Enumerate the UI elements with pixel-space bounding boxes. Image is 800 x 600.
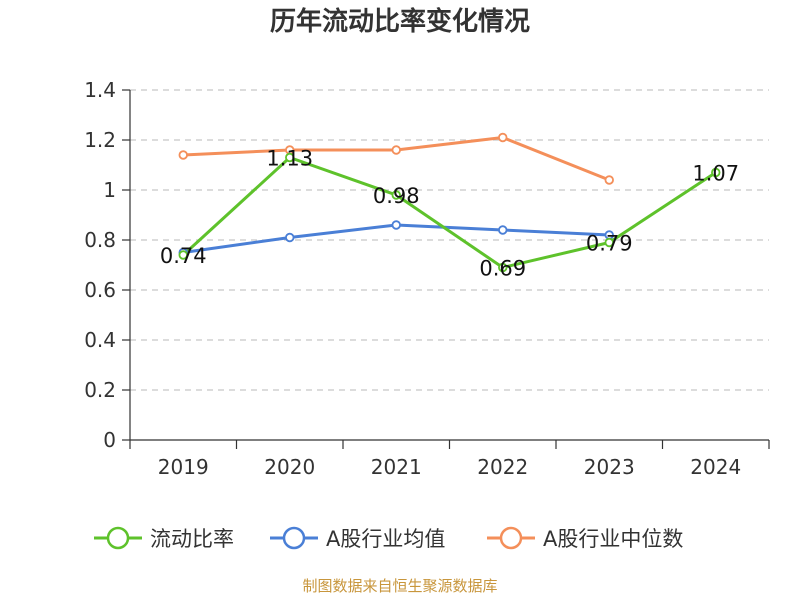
legend-item-current-ratio[interactable]: 流动比率: [94, 518, 234, 558]
legend-item-industry-median[interactable]: A股行业中位数: [487, 518, 683, 558]
data-label-2019: 0.74: [160, 244, 207, 268]
point-s0-2021: [391, 190, 401, 200]
legend-label-industry-mean: A股行业均值: [326, 527, 446, 551]
legend-marker-current-ratio: [106, 526, 130, 550]
tick-label-y-1: 0.2: [84, 378, 116, 402]
data-label-2022: 0.69: [479, 257, 526, 281]
legend-swatch-industry-mean: [270, 526, 318, 550]
tick-label-y-6: 1.2: [84, 128, 116, 152]
point-s2-2021: [391, 145, 401, 155]
tick-label-x-2022: 2022: [477, 455, 528, 479]
legend-label-current-ratio: 流动比率: [150, 527, 234, 551]
tick-label-y-2: 0.4: [84, 328, 116, 352]
point-s2-2022: [498, 132, 508, 143]
data-label-2024: 1.07: [692, 162, 739, 186]
data-label-2023: 0.79: [586, 232, 633, 256]
source-note: 制图数据来自恒生聚源数据库: [302, 577, 498, 595]
data-label-2021: 0.98: [373, 184, 420, 208]
legend-swatch-current-ratio: [94, 526, 142, 550]
point-s0-2019: [178, 250, 188, 260]
tick-label-y-0: 0: [103, 428, 116, 452]
tick-label-x-2023: 2023: [584, 455, 635, 479]
point-s2-2019: [178, 150, 188, 160]
tick-label-x-2024: 2024: [690, 455, 741, 479]
legend: 流动比率 A股行业均值 A股行业中位数: [0, 518, 800, 558]
legend-swatch-industry-median: [487, 526, 535, 550]
tick-label-x-2021: 2021: [371, 455, 422, 479]
legend-label-industry-median: A股行业中位数: [543, 527, 684, 551]
legend-marker-industry-mean: [282, 526, 306, 550]
series-line-0: [182, 156, 717, 269]
tick-label-x-2020: 2020: [264, 455, 315, 479]
point-s0-2024: [711, 167, 721, 178]
point-s0-2023: [604, 237, 614, 248]
data-label-2020: 1.13: [266, 147, 313, 171]
legend-marker-industry-median: [499, 526, 523, 550]
point-s1-2021: [391, 220, 401, 230]
tick-label-y-7: 1.4: [84, 78, 116, 102]
tick-label-y-4: 0.8: [84, 228, 116, 252]
tick-label-y-5: 1: [103, 178, 116, 202]
point-s2-2023: [604, 175, 614, 185]
chart-title: 历年流动比率变化情况: [269, 7, 530, 37]
legend-item-industry-mean[interactable]: A股行业均值: [270, 518, 445, 558]
series-line-2: [183, 136, 610, 182]
point-s1-2020: [285, 232, 295, 243]
point-s0-2020: [285, 152, 295, 163]
point-s0-2022: [498, 262, 508, 273]
tick-label-x-2019: 2019: [158, 455, 209, 479]
tick-label-y-3: 0.6: [84, 278, 116, 302]
point-s1-2022: [498, 225, 508, 235]
